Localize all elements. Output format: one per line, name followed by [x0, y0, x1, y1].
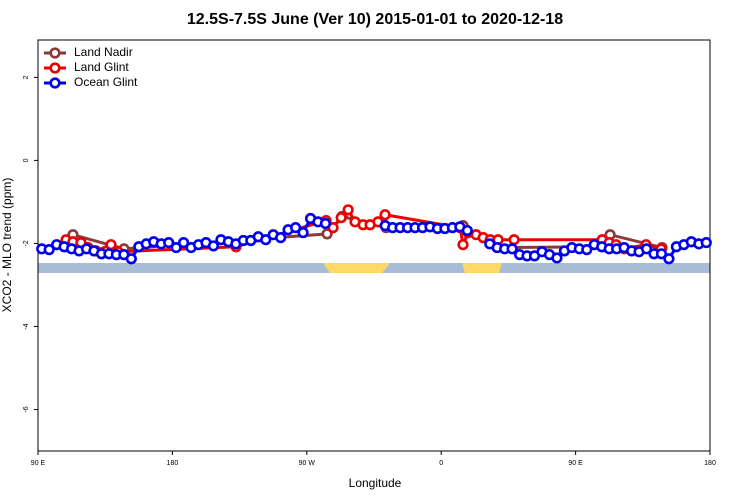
- data-point: [207, 240, 220, 252]
- x-tick-label: 90 W: [299, 460, 316, 467]
- legend-marker: [49, 62, 61, 74]
- data-point: [260, 234, 272, 246]
- data-point: [290, 222, 302, 234]
- data-point: [105, 239, 117, 251]
- data-point: [319, 217, 332, 230]
- x-tick-label: 0: [439, 460, 443, 467]
- y-axis-label: XCO2 - MLO trend (ppm): [0, 178, 14, 313]
- x-tick-label: 90 E: [31, 460, 46, 467]
- data-point: [461, 224, 473, 237]
- data-point: [379, 209, 391, 221]
- data-point: [178, 236, 190, 249]
- data-point: [297, 227, 309, 239]
- chart-title: 12.5S-7.5S June (Ver 10) 2015-01-01 to 2…: [187, 11, 563, 28]
- y-tick-label: -2: [23, 240, 30, 246]
- y-tick-label: -6: [23, 406, 30, 412]
- x-axis-label: Longitude: [349, 476, 402, 490]
- legend-marker: [49, 77, 61, 89]
- y-tick-label: 0: [23, 158, 30, 162]
- data-point: [700, 236, 712, 249]
- data-point: [581, 244, 593, 256]
- data-point: [335, 212, 347, 224]
- legend-label: Land Glint: [74, 60, 129, 74]
- data-point: [342, 204, 354, 216]
- x-tick-label: 180: [704, 460, 716, 467]
- data-point: [655, 248, 668, 260]
- x-tick-label: 90 E: [568, 460, 583, 467]
- land-strip: [323, 263, 390, 273]
- map-strip: [38, 263, 710, 273]
- y-tick-label: 2: [23, 75, 30, 79]
- data-point: [163, 236, 175, 249]
- data-point: [506, 243, 518, 255]
- data-point: [640, 243, 653, 255]
- y-tick-label: -4: [23, 323, 30, 329]
- data-point: [43, 244, 55, 256]
- land-strip: [462, 263, 502, 273]
- legend-label: Land Nadir: [74, 45, 133, 59]
- data-point: [275, 232, 287, 244]
- legend-marker: [49, 47, 61, 59]
- data-point: [551, 252, 563, 264]
- data-point: [663, 253, 675, 265]
- data-point: [457, 239, 469, 251]
- data-point: [125, 253, 137, 265]
- legend-label: Ocean Glint: [74, 75, 138, 89]
- data-point: [508, 234, 520, 246]
- data-point: [170, 241, 182, 254]
- x-tick-label: 180: [167, 460, 179, 467]
